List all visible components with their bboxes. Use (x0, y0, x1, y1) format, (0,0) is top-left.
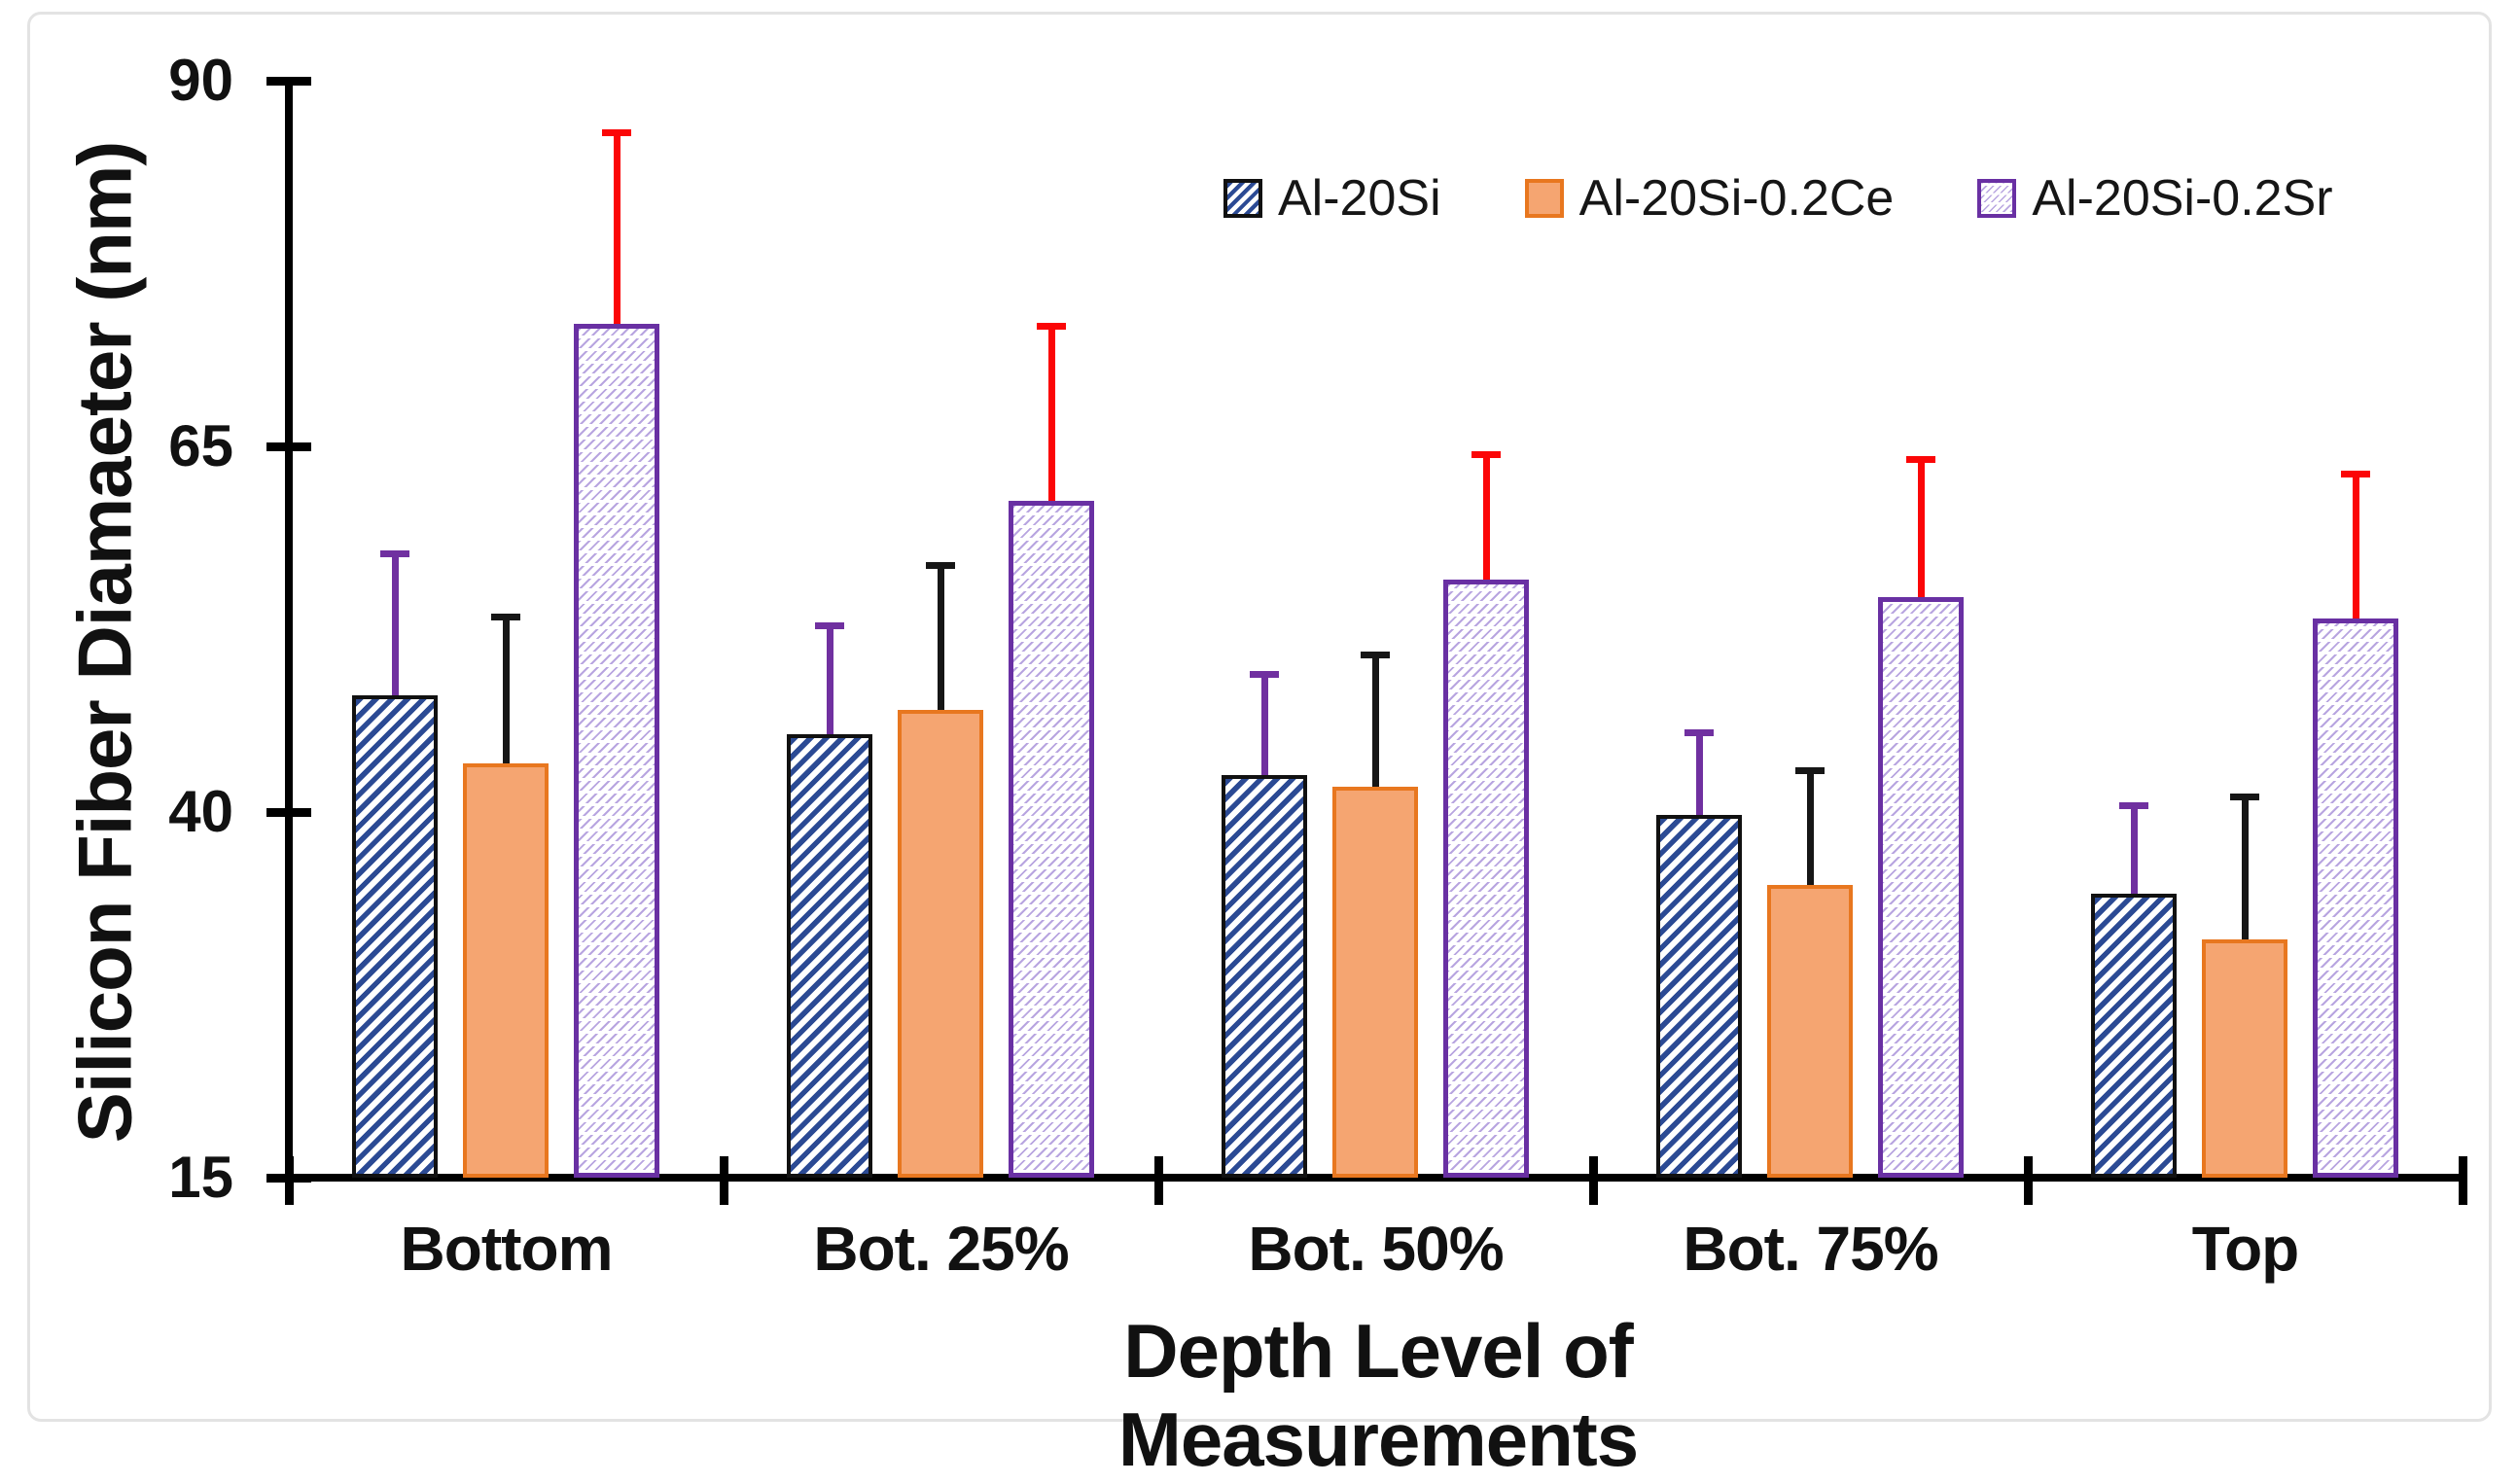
error-bar-cap (602, 129, 631, 137)
error-bar-cap (815, 621, 844, 629)
legend-item: Al-20Si (1223, 171, 1441, 226)
bar-Al-20Si-0.2Sr-Bot. 50% (1443, 579, 1529, 1178)
error-bar (1047, 323, 1055, 501)
error-bar (2130, 802, 2138, 895)
error-bar (1695, 729, 1703, 815)
y-axis-line (285, 81, 293, 1182)
legend-swatch (1223, 179, 1262, 218)
error-bar-cap (2341, 470, 2370, 477)
bar-Al-20Si-0.2Ce-Bot. 50% (1332, 787, 1418, 1178)
y-tick-label: 90 (168, 48, 233, 113)
legend-swatch (1524, 179, 1564, 218)
y-tick-label: 65 (168, 413, 233, 478)
error-bar (1482, 452, 1490, 580)
bar-Al-20Si-Bottom (352, 694, 438, 1178)
error-bar-cap (926, 562, 955, 570)
y-tick-label: 15 (168, 1145, 233, 1210)
bar-Al-20Si-Bot. 75% (1656, 815, 1742, 1178)
error-bar (2241, 794, 2249, 939)
y-tick (266, 442, 311, 451)
bar-Al-20Si-0.2Ce-Bottom (463, 763, 549, 1178)
error-bar (391, 551, 399, 695)
error-bar (826, 622, 833, 735)
error-bar (613, 130, 620, 324)
x-category-label: Top (2191, 1214, 2300, 1284)
error-bar (1260, 671, 1268, 776)
x-category-label: Bot. 25% (813, 1214, 1069, 1284)
error-bar (937, 563, 944, 710)
bar-Al-20Si-0.2Sr-Bottom (574, 323, 659, 1178)
error-bar (1371, 653, 1379, 788)
error-bar-cap (2230, 793, 2259, 800)
y-axis-title: Silicon Fiber Diamaeter (nm) (61, 141, 148, 1144)
bar-Al-20Si-0.2Ce-Bot. 75% (1767, 885, 1853, 1178)
bar-Al-20Si-Bot. 25% (787, 734, 872, 1178)
legend-item: Al-20Si-0.2Ce (1524, 170, 1895, 227)
error-bar-cap (1361, 652, 1390, 659)
y-tick-label: 40 (168, 779, 233, 844)
x-axis-title: Depth Level of Measurements (1117, 1308, 1639, 1482)
figure-page: { "chart_data": { "type": "bar", "title"… (27, 12, 2492, 1482)
error-bar (502, 614, 510, 764)
x-category-label: Bot. 75% (1683, 1214, 1938, 1284)
x-tick (2458, 1156, 2467, 1205)
x-tick (2023, 1156, 2033, 1205)
y-tick (266, 807, 311, 817)
error-bar-cap (491, 613, 520, 620)
error-bar-cap (1795, 766, 1825, 774)
x-tick (719, 1156, 728, 1205)
legend-label: Al-20Si (1278, 170, 1441, 227)
legend-item: Al-20Si-0.2Sr (1977, 170, 2333, 227)
bar-Al-20Si-0.2Sr-Top (2313, 618, 2398, 1178)
bar-Al-20Si-Bot. 50% (1222, 775, 1307, 1178)
bar-Al-20Si-0.2Sr-Bot. 25% (1009, 500, 1094, 1178)
x-category-label: Bot. 50% (1248, 1214, 1504, 1284)
legend: Al-20Si Al-20Si-0.2Ce Al-20Si-0.2Sr (1223, 171, 2333, 226)
x-tick (1153, 1156, 1163, 1205)
error-bar-cap (1684, 728, 1714, 736)
error-bar-cap (1250, 670, 1279, 678)
error-bar (2352, 471, 2359, 619)
error-bar (1806, 767, 1814, 886)
bar-Al-20Si-Top (2091, 894, 2177, 1178)
x-axis-line (285, 1174, 2466, 1182)
x-category-label: Bottom (400, 1214, 614, 1284)
bar-chart: Silicon Fiber Diamaeter (nm) Depth Level… (61, 48, 2467, 1482)
bar-Al-20Si-0.2Sr-Bot. 75% (1878, 596, 1964, 1178)
legend-label: Al-20Si-0.2Sr (2032, 170, 2333, 227)
error-bar-cap (380, 550, 409, 558)
y-tick (266, 76, 311, 86)
legend-swatch (1977, 179, 2017, 218)
legend-label: Al-20Si-0.2Ce (1578, 170, 1895, 227)
bar-Al-20Si-0.2Ce-Top (2202, 938, 2287, 1178)
error-bar-cap (2119, 801, 2148, 809)
error-bar-cap (1471, 451, 1501, 459)
error-bar (1917, 456, 1925, 597)
error-bar-cap (1906, 455, 1935, 463)
error-bar-cap (1037, 322, 1066, 330)
x-tick (1588, 1156, 1598, 1205)
bar-Al-20Si-0.2Ce-Bot. 25% (898, 709, 983, 1178)
x-tick (284, 1156, 294, 1205)
